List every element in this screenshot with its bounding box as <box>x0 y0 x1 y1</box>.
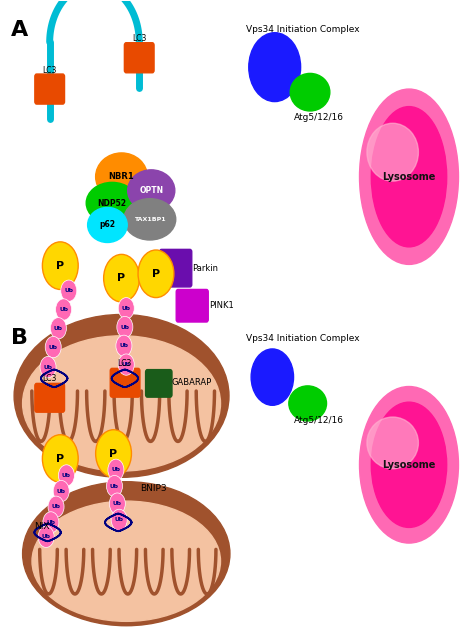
Ellipse shape <box>289 386 327 421</box>
Circle shape <box>117 316 133 338</box>
Text: Ub: Ub <box>59 307 68 312</box>
Text: P: P <box>152 269 160 279</box>
Ellipse shape <box>23 336 220 471</box>
FancyBboxPatch shape <box>160 249 192 287</box>
Ellipse shape <box>128 170 175 211</box>
Circle shape <box>43 512 59 533</box>
Circle shape <box>42 435 78 482</box>
FancyBboxPatch shape <box>110 369 140 397</box>
Text: Ub: Ub <box>42 534 51 539</box>
Ellipse shape <box>32 501 220 621</box>
Text: Ub: Ub <box>110 484 119 489</box>
FancyBboxPatch shape <box>146 370 172 397</box>
Ellipse shape <box>359 386 458 543</box>
Text: NBR1: NBR1 <box>109 172 135 181</box>
Text: LC3: LC3 <box>42 65 56 75</box>
Text: P: P <box>56 454 64 464</box>
Ellipse shape <box>367 417 419 469</box>
Circle shape <box>116 335 132 357</box>
Text: Lysosome: Lysosome <box>383 172 436 182</box>
Circle shape <box>107 476 122 497</box>
Text: Atg5/12/16: Atg5/12/16 <box>293 416 344 425</box>
Circle shape <box>38 526 54 547</box>
Text: Ub: Ub <box>62 473 71 478</box>
Text: Ub: Ub <box>122 362 131 367</box>
Text: Ub: Ub <box>120 325 129 330</box>
Ellipse shape <box>14 314 229 477</box>
Circle shape <box>53 481 69 502</box>
Text: PINK1: PINK1 <box>209 301 234 310</box>
Ellipse shape <box>86 182 138 224</box>
Text: Ub: Ub <box>44 365 53 370</box>
Text: p62: p62 <box>100 220 115 230</box>
Circle shape <box>118 354 134 376</box>
Circle shape <box>104 254 139 302</box>
Ellipse shape <box>371 106 447 247</box>
Circle shape <box>55 299 72 320</box>
Text: Ub: Ub <box>57 489 66 494</box>
Circle shape <box>45 337 61 358</box>
Text: BNIP3: BNIP3 <box>140 484 167 493</box>
Text: B: B <box>11 328 28 348</box>
Text: Ub: Ub <box>52 504 61 509</box>
Circle shape <box>61 280 77 301</box>
Text: Ub: Ub <box>115 518 124 523</box>
Text: Parkin: Parkin <box>192 264 218 272</box>
Text: Vps34 Initiation Complex: Vps34 Initiation Complex <box>246 25 360 34</box>
Text: Ub: Ub <box>49 345 58 350</box>
Circle shape <box>111 509 127 530</box>
Circle shape <box>42 242 78 289</box>
Text: A: A <box>11 20 28 40</box>
Circle shape <box>251 349 293 405</box>
Circle shape <box>249 33 301 102</box>
Ellipse shape <box>23 482 230 626</box>
FancyBboxPatch shape <box>124 43 154 73</box>
Text: Ub: Ub <box>64 288 73 293</box>
Text: NIX: NIX <box>34 521 49 531</box>
Text: Ub: Ub <box>111 467 120 472</box>
Ellipse shape <box>367 123 419 181</box>
Text: GABARAP: GABARAP <box>172 377 212 387</box>
Circle shape <box>118 298 134 319</box>
Text: TAX1BP1: TAX1BP1 <box>134 217 165 222</box>
Text: Ub: Ub <box>54 326 63 331</box>
Circle shape <box>96 430 131 477</box>
Text: Ub: Ub <box>46 520 55 525</box>
Text: P: P <box>56 260 64 270</box>
Text: OPTN: OPTN <box>139 186 164 195</box>
Text: Ub: Ub <box>122 306 131 311</box>
Ellipse shape <box>371 402 447 527</box>
Circle shape <box>48 496 64 518</box>
Text: Ub: Ub <box>119 343 128 348</box>
Circle shape <box>50 318 66 339</box>
Text: LC3: LC3 <box>42 374 56 384</box>
Text: LC3: LC3 <box>118 359 132 369</box>
Text: Vps34 Initiation Complex: Vps34 Initiation Complex <box>246 334 360 343</box>
Circle shape <box>40 357 56 378</box>
Circle shape <box>138 250 174 298</box>
FancyBboxPatch shape <box>35 384 64 412</box>
Text: P: P <box>118 273 126 283</box>
Circle shape <box>108 459 124 481</box>
Text: NDP52: NDP52 <box>98 199 127 208</box>
Ellipse shape <box>290 74 330 111</box>
Text: Atg5/12/16: Atg5/12/16 <box>293 113 344 122</box>
Ellipse shape <box>359 89 458 264</box>
Text: Ub: Ub <box>113 501 122 506</box>
Ellipse shape <box>88 208 127 243</box>
Text: Lysosome: Lysosome <box>383 460 436 470</box>
FancyBboxPatch shape <box>35 74 64 104</box>
Ellipse shape <box>124 199 176 240</box>
Text: P: P <box>109 448 118 459</box>
Text: LC3: LC3 <box>132 35 146 43</box>
Circle shape <box>58 465 74 486</box>
FancyBboxPatch shape <box>176 289 208 322</box>
Circle shape <box>109 493 125 515</box>
Ellipse shape <box>96 153 147 201</box>
